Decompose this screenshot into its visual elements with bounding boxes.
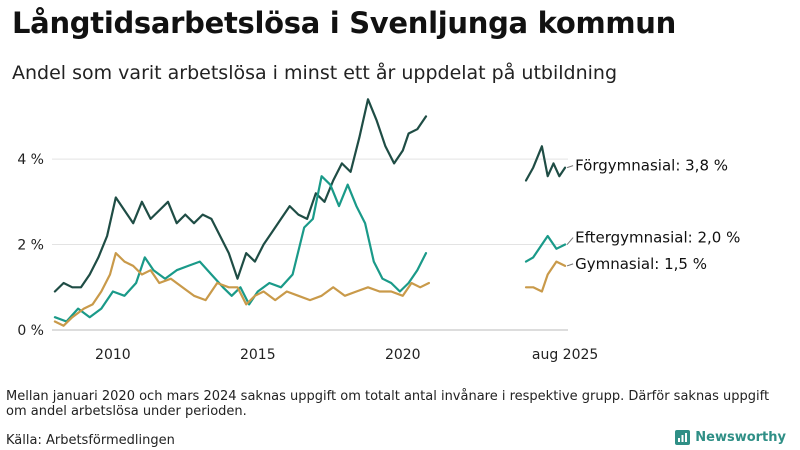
end-label-leader-eftergymnasial [566,237,574,245]
page-title: Långtidsarbetslösa i Svenljunga kommun [12,6,676,40]
x-tick-label: 2020 [385,347,421,363]
series-line-eftergymnasial-segment-2 [524,234,567,263]
end-label-leader-gymnasial [566,263,574,267]
y-tick-label: 4 % [17,152,44,168]
y-tick-label: 0 % [17,323,44,339]
end-label-gymnasial: Gymnasial: 1,5 % [575,255,707,273]
series-line-f-rgymnasial-segment-2 [524,145,567,182]
series-line-gymnasial-segment-2 [524,260,567,293]
series-lines [53,98,567,327]
footnote: Mellan januari 2020 och mars 2024 saknas… [6,389,770,419]
y-axis: 0 % 2 % 4 % [17,152,44,339]
y-tick-label: 2 % [17,238,44,254]
x-tick-label: aug 2025 [532,347,598,363]
series-line-gymnasial-segment-1 [53,252,430,327]
end-label-eftergymnasial: Eftergymnasial: 2,0 % [575,229,740,247]
brand-name: Newsworthy [695,430,786,445]
grid-lines [52,158,568,331]
line-chart: 2010 2015 2020 aug 2025 0 % 2 % 4 % Förgymnas… [17,98,740,363]
x-tick-label: 2010 [95,347,131,363]
series-line-eftergymnasial-segment-1 [53,175,428,323]
bar-chart-icon [675,430,691,445]
end-label-leader-f-rgymnasial [566,165,574,169]
series-line-f-rgymnasial-segment-1 [53,98,428,293]
x-tick-label: 2015 [240,347,276,363]
end-labels: Förgymnasial: 3,8 % Eftergymnasial: 2,0 %… [566,157,740,273]
brand-logo[interactable]: Newsworthy [675,430,786,445]
end-label-f-rgymnasial: Förgymnasial: 3,8 % [575,157,728,175]
source-credit: Källa: Arbetsförmedlingen [6,433,175,448]
x-axis: 2010 2015 2020 aug 2025 [95,347,598,363]
page-subtitle: Andel som varit arbetslösa i minst ett å… [12,62,618,84]
